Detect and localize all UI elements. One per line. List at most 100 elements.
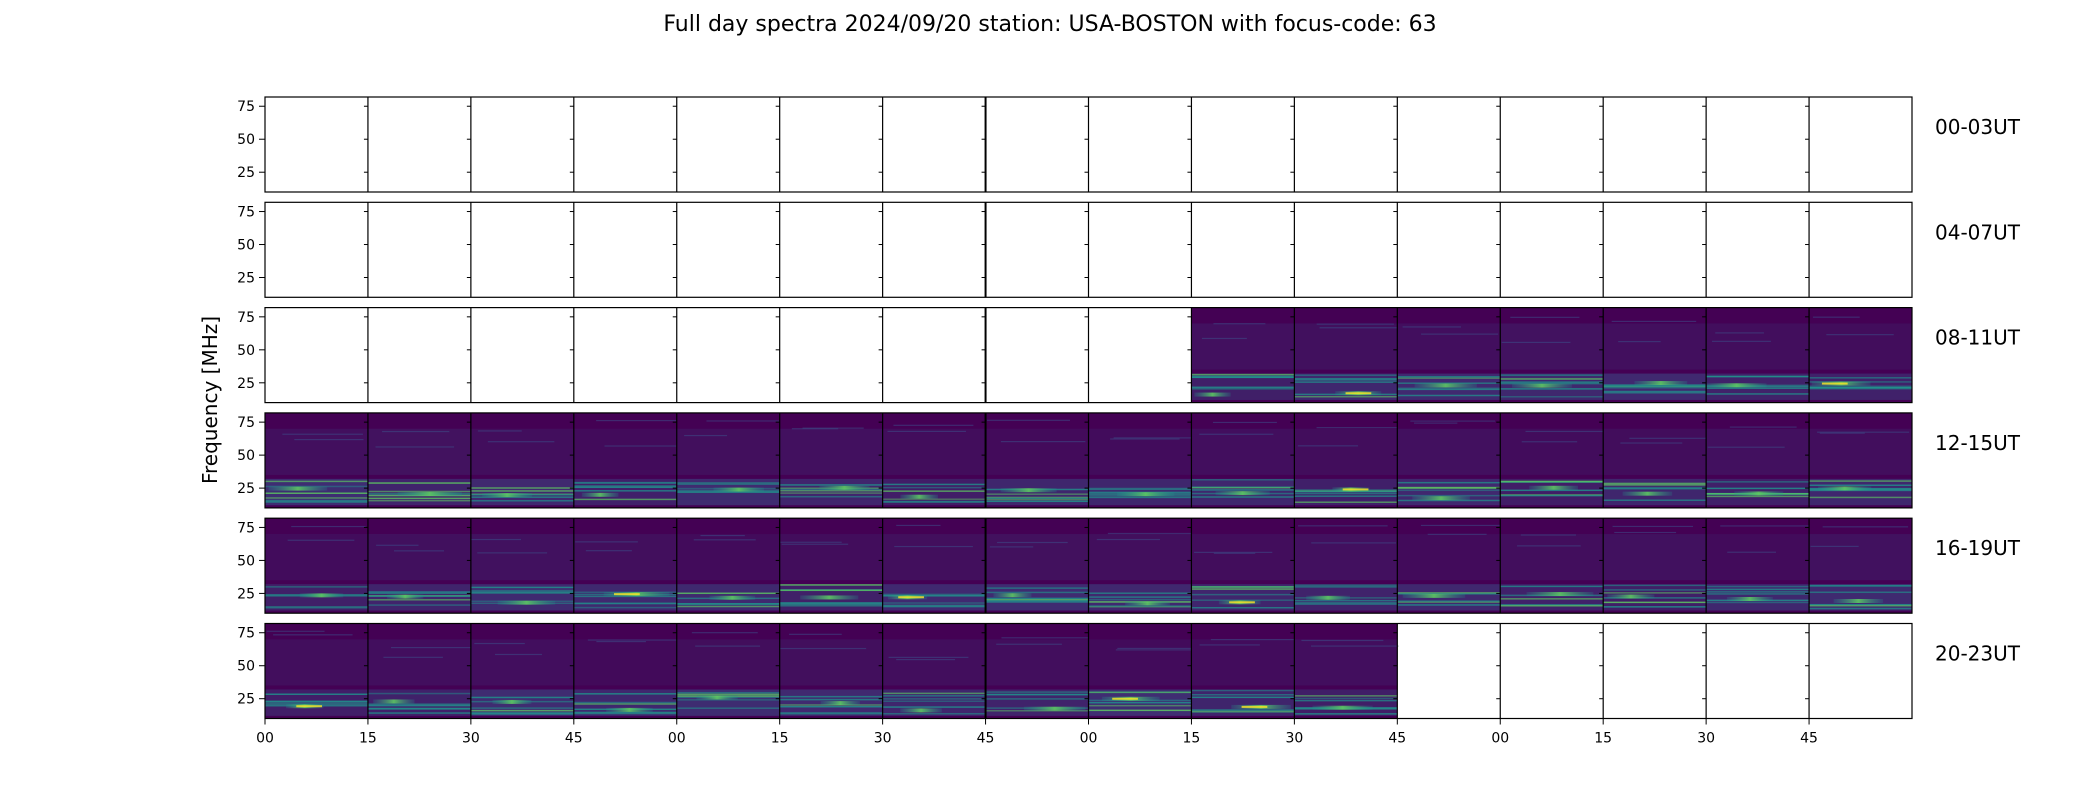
spectrum-streak bbox=[386, 594, 424, 599]
spectrum-haze bbox=[265, 428, 368, 475]
spectrum-line bbox=[1809, 603, 1912, 606]
y-tick-label: 50 bbox=[237, 553, 255, 569]
spectrum-line bbox=[1706, 495, 1810, 498]
spectrum-haze bbox=[779, 428, 883, 475]
spectrum-faint-line bbox=[287, 539, 355, 541]
spectrum-faint-line bbox=[1614, 531, 1677, 534]
row-frame bbox=[264, 201, 1913, 298]
spectrum-line bbox=[1809, 496, 1912, 499]
spectrum-haze bbox=[1500, 323, 1604, 370]
spectrum-line bbox=[367, 704, 471, 707]
spectrum-panel-r4-c12 bbox=[1500, 518, 1604, 614]
spectrum-line bbox=[1500, 396, 1604, 398]
spectrum-faint-line bbox=[1199, 433, 1274, 435]
spectrum-faint-line bbox=[1715, 332, 1764, 334]
spectrum-haze bbox=[1706, 534, 1810, 581]
spectrum-streak bbox=[1833, 598, 1884, 603]
spectrum-haze bbox=[882, 639, 986, 686]
spectrum-streak bbox=[492, 699, 532, 704]
spectrum-faint-line bbox=[1316, 427, 1407, 429]
spectrum-line bbox=[1088, 592, 1192, 594]
spectrum-line bbox=[1500, 489, 1604, 492]
spectrum-line bbox=[1809, 387, 1912, 389]
spectrum-panel-r3-c15 bbox=[1809, 412, 1912, 508]
spectrum-peak bbox=[296, 705, 323, 708]
spectrum-streak bbox=[606, 707, 653, 712]
spectrum-peak bbox=[1112, 697, 1138, 700]
spectrum-haze bbox=[676, 428, 780, 475]
spectrum-line bbox=[367, 604, 471, 606]
spectrum-line bbox=[1294, 586, 1398, 588]
spectrum-line bbox=[1088, 709, 1192, 712]
spectrum-line bbox=[1603, 592, 1707, 594]
spectrum-low-band bbox=[1500, 478, 1604, 506]
spectrum-line bbox=[882, 698, 986, 700]
row-label: 04-07UT bbox=[1935, 220, 2021, 244]
spectrum-line bbox=[882, 602, 986, 604]
spectrum-faint-line bbox=[1810, 545, 1859, 547]
spectrum-line bbox=[1294, 495, 1398, 497]
spectrum-line bbox=[882, 692, 986, 695]
spectrum-faint-line bbox=[887, 430, 966, 433]
spectrum-line bbox=[1397, 387, 1501, 390]
spectrum-line bbox=[1294, 501, 1398, 503]
spectrum-faint-line bbox=[273, 634, 353, 636]
spectrum-faint-line bbox=[1501, 341, 1571, 343]
spectrum-streak bbox=[1117, 492, 1175, 497]
y-tick-label: 25 bbox=[237, 376, 255, 392]
spectrum-faint-line bbox=[1420, 524, 1507, 527]
spectrum-haze bbox=[1397, 534, 1501, 581]
spectrum-line bbox=[1088, 691, 1192, 694]
spectrum-line bbox=[1603, 584, 1707, 587]
spectrum-line bbox=[676, 605, 780, 608]
spectrum-line bbox=[1088, 487, 1192, 490]
spectrum-line bbox=[882, 501, 986, 503]
spectrum-haze bbox=[1294, 534, 1398, 581]
spectrum-faint-line bbox=[294, 438, 364, 441]
spectrum-streak bbox=[1706, 383, 1767, 388]
spectrum-line bbox=[470, 713, 574, 715]
chart-title: Full day spectra 2024/09/20 station: USA… bbox=[663, 12, 1437, 37]
spectrum-line bbox=[676, 707, 780, 709]
spectrum-line bbox=[470, 709, 574, 712]
spectrum-line bbox=[470, 592, 574, 594]
spectrum-haze bbox=[573, 534, 677, 581]
x-tick-label: 30 bbox=[874, 731, 892, 747]
spectrum-faint-line bbox=[1720, 525, 1812, 527]
spectrum-line bbox=[573, 606, 677, 609]
spectrum-line bbox=[1500, 381, 1604, 383]
spectrum-streak bbox=[1818, 486, 1872, 491]
spectrum-low-band bbox=[1191, 584, 1295, 611]
spectrum-line bbox=[1397, 489, 1501, 492]
spectrum-line bbox=[985, 601, 1089, 603]
spectrum-streak bbox=[696, 695, 738, 700]
spectrum-line bbox=[265, 499, 368, 502]
row-frame bbox=[264, 307, 1913, 404]
spectrum-line bbox=[573, 595, 677, 598]
spectrum-streak bbox=[1607, 594, 1655, 599]
spectrum-line bbox=[1088, 596, 1192, 598]
spectrum-panel-r3-c12 bbox=[1500, 412, 1604, 508]
spectrum-faint-line bbox=[1727, 551, 1777, 553]
spectrum-haze bbox=[1603, 428, 1707, 475]
spectrum-line bbox=[573, 712, 677, 715]
spectrum-line bbox=[1191, 486, 1295, 488]
spectrum-line bbox=[676, 693, 780, 696]
spectrum-line bbox=[1191, 489, 1295, 491]
x-tick-label: 00 bbox=[1080, 731, 1098, 747]
spectrum-faint-line bbox=[781, 543, 849, 545]
y-tick-label: 25 bbox=[237, 271, 255, 287]
spectrum-faint-line bbox=[575, 541, 638, 543]
spectrum-line bbox=[1191, 689, 1295, 692]
spectrum-line bbox=[985, 691, 1089, 693]
spectrum-faint-line bbox=[1629, 437, 1721, 439]
spectrum-faint-line bbox=[477, 430, 522, 432]
spectrum-faint-line bbox=[1319, 327, 1402, 329]
spectrum-low-band bbox=[470, 584, 574, 611]
spectrum-line bbox=[1809, 385, 1912, 388]
spectrum-faint-line bbox=[494, 653, 542, 656]
spectrum-haze bbox=[1809, 323, 1912, 370]
spectrum-line bbox=[779, 712, 883, 714]
spectrum-line bbox=[1088, 488, 1192, 491]
spectrum-faint-line bbox=[587, 639, 677, 641]
